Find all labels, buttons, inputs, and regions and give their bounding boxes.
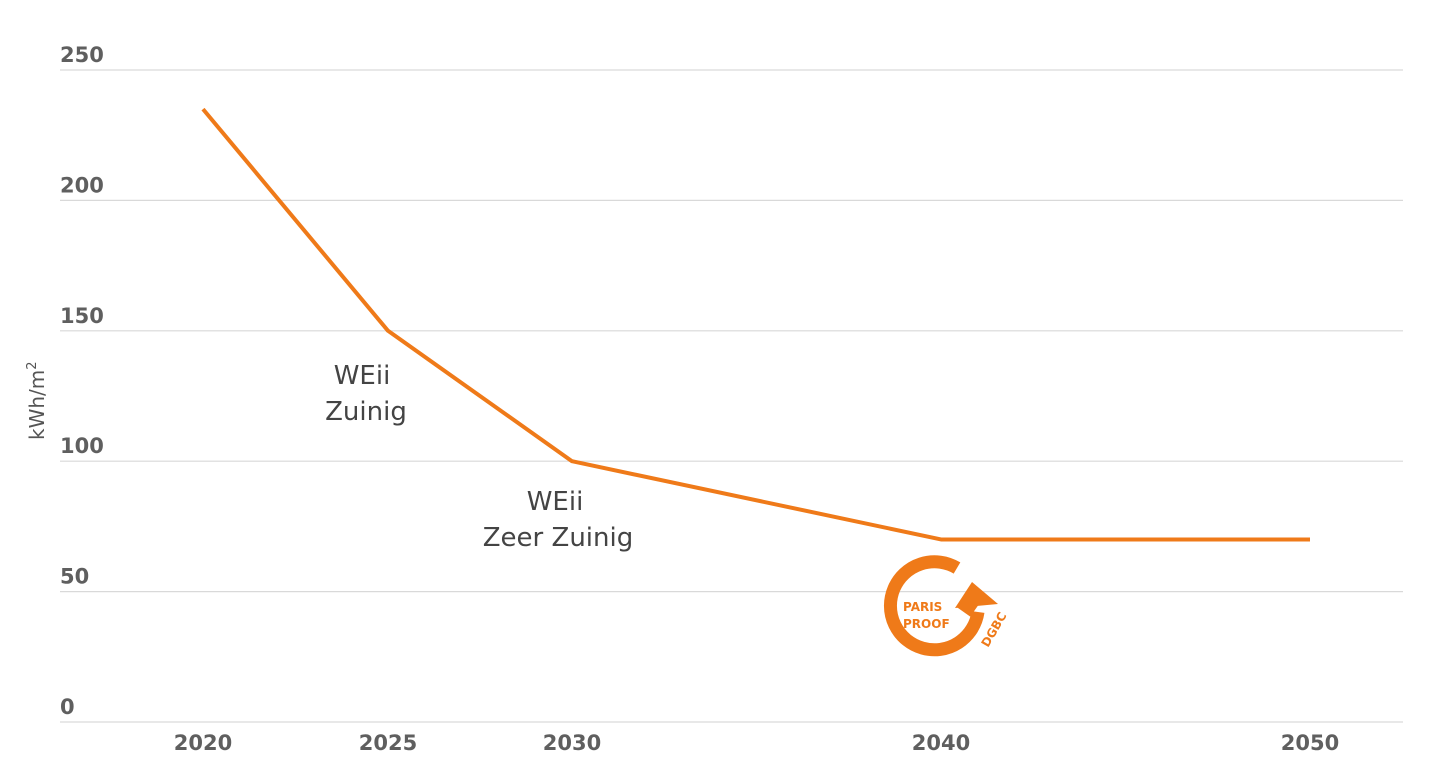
x-axis-ticks: 2020 2025 2030 2040 2050 [174, 731, 1339, 755]
y-axis-ticks: 0 50 100 150 200 250 [60, 43, 104, 719]
x-tick-label: 2040 [912, 731, 970, 755]
data-series [201, 107, 1310, 542]
y-tick-label: 150 [60, 304, 104, 328]
series-line [201, 107, 1310, 542]
svg-text:Zeer Zuinig: Zeer Zuinig [483, 523, 633, 553]
x-tick-label: 2030 [543, 731, 601, 755]
annotation-weii-zuinig: WEii Zuinig [325, 361, 407, 427]
paris-proof-logo: PARIS PROOF DGBC [883, 555, 1010, 657]
y-tick-label: 250 [60, 43, 104, 67]
svg-text:WEii: WEii [334, 361, 391, 391]
y-tick-label: 100 [60, 434, 104, 458]
svg-text:WEii: WEii [527, 487, 584, 517]
svg-text:Zuinig: Zuinig [325, 397, 407, 427]
x-tick-label: 2025 [359, 731, 417, 755]
y-tick-label: 200 [60, 173, 104, 197]
gridlines [60, 69, 1403, 723]
circular-arrow-icon [883, 555, 985, 657]
y-tick-label: 0 [60, 695, 75, 719]
annotation-weii-zeer-zuinig: WEii Zeer Zuinig [483, 487, 633, 553]
svg-text:PARIS: PARIS [903, 600, 942, 614]
y-axis-label: kWh/m2 [25, 361, 49, 440]
x-tick-label: 2050 [1281, 731, 1339, 755]
y-tick-label: 50 [60, 565, 89, 589]
svg-text:PROOF: PROOF [903, 617, 950, 631]
x-tick-label: 2020 [174, 731, 232, 755]
